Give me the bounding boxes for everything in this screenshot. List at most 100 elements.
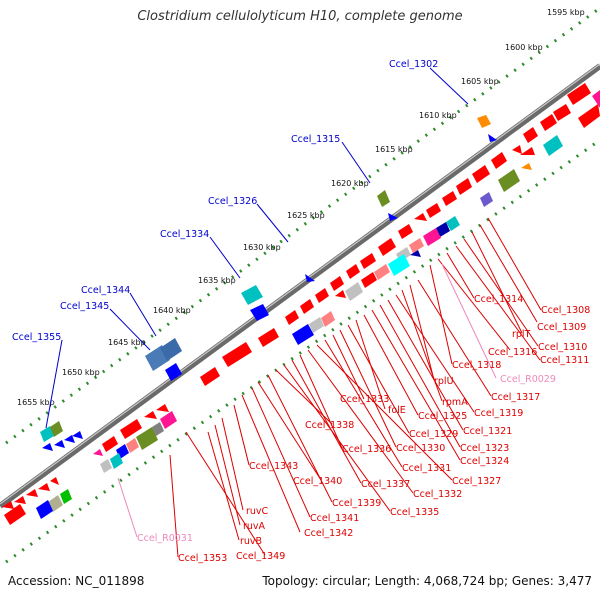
- gene-arrow: [592, 90, 600, 108]
- locus-label: Ccel_1335: [390, 507, 439, 518]
- locus-label: Ccel_1343: [249, 461, 298, 472]
- connector-line: [256, 203, 289, 243]
- gene-arrow: [330, 276, 344, 291]
- kbp-label: 1600 kbp: [505, 43, 543, 52]
- rna-label: Ccel_R0031: [137, 533, 193, 544]
- kbp-label: 1595 kbp: [547, 8, 585, 17]
- gene-arrow: [414, 213, 427, 221]
- locus-label: Ccel_1315: [291, 134, 340, 145]
- gene-arrow: [472, 165, 490, 183]
- connector-line: [429, 67, 469, 105]
- kbp-label: 1655 kbp: [17, 398, 55, 407]
- gene-arrow: [292, 324, 314, 345]
- gene-arrow: [60, 489, 72, 504]
- locus-label: Ccel_1344: [81, 285, 130, 296]
- gene-arrow: [110, 453, 123, 469]
- locus-label: Ccel_1353: [178, 553, 227, 564]
- gene-arrow: [388, 254, 410, 276]
- gene-arrow: [54, 440, 65, 448]
- gene-arrow: [446, 216, 460, 231]
- locus-label: Ccel_1324: [460, 456, 509, 467]
- gene-arrow: [42, 443, 53, 451]
- gene-arrow: [36, 500, 53, 519]
- kbp-label: 1645 kbp: [108, 338, 146, 347]
- gene-arrow: [360, 253, 376, 269]
- gene-arrow: [144, 411, 157, 419]
- gene-arrow: [48, 495, 63, 512]
- connector-line: [341, 141, 371, 184]
- kbp-label: 1625 kbp: [287, 211, 325, 220]
- gene-arrow: [50, 477, 59, 485]
- gene-arrow: [477, 115, 491, 128]
- gene-arrow: [165, 363, 182, 381]
- gene-arrow: [136, 427, 158, 450]
- gene-arrow: [126, 438, 139, 453]
- gene-arrow: [160, 411, 177, 429]
- locus-label: Ccel_1325: [418, 411, 467, 422]
- inner-labels: Ccel_1308 Ccel_1309 rplT Ccel_1310 Ccel_…: [137, 294, 590, 564]
- gene-arrow: [345, 282, 363, 301]
- gene-arrow: [26, 489, 38, 497]
- gene-arrow: [102, 436, 118, 452]
- gene-arrow: [64, 435, 75, 443]
- gene-arrow: [2, 501, 14, 509]
- kbp-label: 1620 kbp: [331, 179, 369, 188]
- gene-arrow: [222, 342, 252, 367]
- locus-label: Ccel_1349: [236, 551, 285, 562]
- locus-label: Ccel_1318: [452, 360, 501, 371]
- locus-label: Ccel_1319: [474, 408, 523, 419]
- locus-label: Ccel_1330: [396, 443, 445, 454]
- rna-label: Ccel_R0029: [500, 374, 556, 385]
- inner-dotted-ring: [5, 138, 600, 564]
- gene-arrow: [491, 152, 507, 169]
- kbp-label: 1650 kbp: [62, 368, 100, 377]
- gene-arrow: [200, 367, 220, 386]
- gene-arrow: [315, 288, 329, 303]
- locus-label: Ccel_1302: [389, 59, 438, 70]
- kbp-label: 1640 kbp: [153, 306, 191, 315]
- connector-line: [45, 339, 63, 429]
- gene-arrow: [241, 285, 263, 305]
- locus-label: Ccel_1309: [537, 322, 586, 333]
- gene-arrow: [152, 422, 164, 436]
- gene-arrow: [480, 192, 493, 207]
- locus-label: Ccel_1316: [488, 347, 537, 358]
- gene-arrow: [374, 264, 390, 280]
- gene-arrow: [426, 203, 441, 218]
- connector-line: [209, 236, 241, 279]
- kbp-label: 1605 kbp: [461, 77, 499, 86]
- gene-arrow: [521, 163, 532, 170]
- gene-arrow: [578, 104, 600, 128]
- gene-arrow: [156, 404, 169, 412]
- kbp-label: 1615 kbp: [375, 145, 413, 154]
- kbp-tick-labels: 1595 kbp 1600 kbp 1605 kbp 1610 kbp 1615…: [17, 8, 585, 407]
- gene-arrow: [388, 213, 398, 221]
- outer-labels: Ccel_1302 Ccel_1315 Ccel_1326 Ccel_1334 …: [12, 59, 469, 429]
- locus-label: Ccel_1314: [474, 294, 523, 305]
- locus-label: Ccel_1323: [460, 443, 509, 454]
- gene-arrow: [300, 299, 314, 314]
- locus-label: Ccel_1340: [293, 476, 342, 487]
- gene-arrow: [361, 272, 377, 288]
- locus-label: Ccel_1342: [304, 528, 353, 539]
- gene-label: rplU: [434, 376, 454, 387]
- gene-arrow: [377, 190, 390, 207]
- inner-connectors: [117, 217, 542, 558]
- locus-label: Ccel_1332: [413, 489, 462, 500]
- gene-label: rpmA: [442, 397, 468, 408]
- kbp-label: 1630 kbp: [243, 243, 281, 252]
- locus-label: Ccel_1333: [340, 394, 389, 405]
- gene-arrow: [512, 145, 522, 154]
- gene-arrow: [50, 421, 63, 437]
- gene-arrow: [258, 328, 279, 347]
- locus-label: Ccel_1341: [310, 513, 359, 524]
- gene-arrow: [378, 238, 396, 256]
- gene-arrow: [346, 264, 360, 279]
- gene-arrow: [40, 426, 54, 442]
- gene-label: rplT: [512, 329, 531, 340]
- genome-title: Clostridium cellulolyticum H10, complete…: [137, 9, 463, 24]
- locus-label: Ccel_1334: [160, 229, 209, 240]
- outer-track-features: [40, 115, 497, 451]
- genome-backbone-highlight: [0, 63, 600, 505]
